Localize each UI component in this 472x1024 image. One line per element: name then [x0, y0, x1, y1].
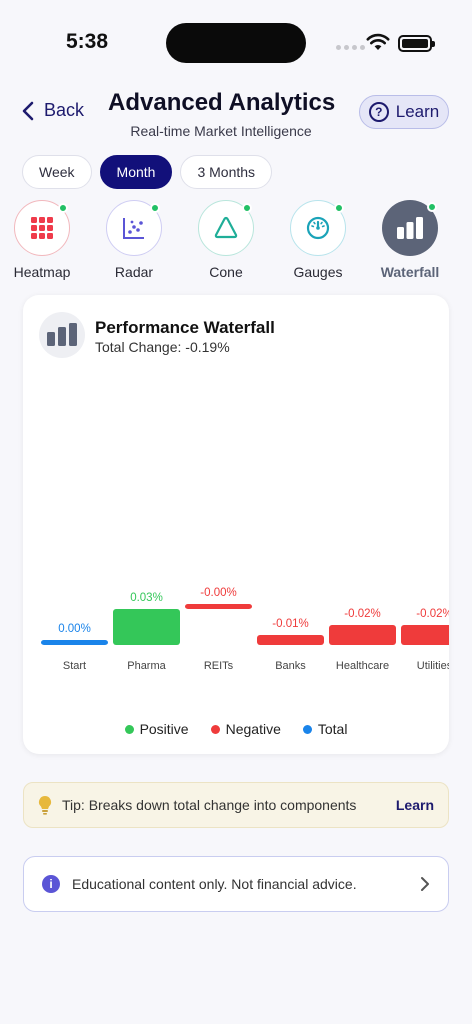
page-title: Advanced Analytics: [108, 89, 336, 116]
waterfall-bar-start[interactable]: [41, 640, 108, 645]
learn-button[interactable]: ? Learn: [359, 95, 449, 129]
page-subtitle: Real-time Market Intelligence: [130, 123, 312, 139]
card-icon: [39, 312, 85, 358]
waterfall-category-label: Banks: [275, 660, 306, 672]
online-dot: [58, 203, 68, 213]
battery-icon: [398, 35, 435, 52]
radar-button-circle: [106, 200, 162, 256]
waterfall-value-label: -0.01%: [272, 618, 308, 630]
chart-type-radar[interactable]: Radar: [92, 200, 176, 280]
waterfall-bar-pharma[interactable]: [113, 609, 180, 645]
wifi-icon: [366, 33, 390, 50]
online-dot: [427, 202, 437, 212]
learn-label: Learn: [395, 102, 440, 121]
gauge-icon: [306, 216, 330, 240]
chart-type-label: Waterfall: [380, 264, 440, 280]
waterfall-category-label: Healthcare: [336, 660, 389, 672]
chart-type-waterfall[interactable]: Waterfall: [368, 200, 452, 280]
disclaimer-row[interactable]: i Educational content only. Not financia…: [23, 856, 449, 912]
online-dot: [242, 203, 252, 213]
online-dot: [150, 203, 160, 213]
chevron-right-icon: [421, 877, 429, 891]
legend-label: Positive: [139, 721, 189, 737]
waterfall-category-label: Utilities: [417, 660, 449, 672]
status-time: 5:38: [66, 30, 109, 53]
waterfall-category-label: Pharma: [127, 660, 166, 672]
card-title: Performance Waterfall: [95, 318, 275, 337]
waterfall-card: Performance Waterfall Total Change: -0.1…: [23, 295, 449, 754]
chart-type-label: Cone: [209, 264, 243, 280]
page-header: Advanced Analytics Real-time Market Inte…: [108, 89, 336, 139]
scatter-icon: [123, 218, 144, 239]
heatmap-button-circle: [14, 200, 70, 256]
bar-chart-icon: [47, 323, 77, 346]
period-3-months[interactable]: 3 Months: [180, 155, 273, 189]
tip-text: Tip: Breaks down total change into compo…: [62, 797, 357, 813]
gauges-button-circle: [290, 200, 346, 256]
chart-type-cone[interactable]: Cone: [184, 200, 268, 280]
grid-icon: [31, 217, 53, 239]
status-bar: 5:38: [0, 0, 472, 80]
chart-type-label: Heatmap: [13, 264, 71, 280]
waterfall-bar-utilities[interactable]: [401, 625, 449, 645]
info-icon: i: [42, 875, 60, 893]
legend-label: Total: [317, 721, 348, 737]
waterfall-value-label: -0.02%: [416, 608, 449, 620]
chart-type-label: Gauges: [293, 264, 343, 280]
cellular-signal-icon: [336, 45, 365, 50]
tip-learn-link[interactable]: Learn: [395, 797, 434, 813]
period-month[interactable]: Month: [99, 155, 173, 189]
period-week[interactable]: Week: [22, 155, 92, 189]
waterfall-bar-reits[interactable]: [185, 604, 252, 609]
disclaimer-text: Educational content only. Not financial …: [72, 876, 357, 892]
back-button[interactable]: Back: [22, 100, 84, 121]
dynamic-island: [166, 23, 306, 63]
card-subtitle: Total Change: -0.19%: [95, 339, 230, 355]
legend-dot-positive: [124, 724, 134, 734]
legend-dot-total: [302, 724, 312, 734]
question-icon: ?: [368, 102, 389, 122]
chevron-left-icon: [22, 101, 34, 120]
waterfall-bar-healthcare[interactable]: [329, 625, 396, 645]
legend-label: Negative: [225, 721, 281, 737]
legend-item-negative: Negative: [210, 721, 281, 737]
legend-dot-negative: [210, 724, 220, 734]
waterfall-button-circle: [382, 200, 438, 256]
back-label: Back: [44, 100, 85, 120]
period-selector: Week Month 3 Months: [22, 155, 273, 189]
chart-type-selector: Heatmap Radar Cone: [0, 200, 472, 290]
bar-chart-icon: [397, 217, 423, 239]
waterfall-bar-banks[interactable]: [257, 635, 324, 645]
waterfall-value-label: 0.00%: [58, 623, 91, 635]
waterfall-value-label: -0.02%: [344, 608, 380, 620]
triangle-icon: [214, 216, 238, 239]
waterfall-value-label: -0.00%: [200, 587, 236, 599]
chart-legend: Positive Negative Total: [23, 721, 449, 737]
cone-button-circle: [198, 200, 254, 256]
tip-banner: Tip: Breaks down total change into compo…: [23, 782, 449, 828]
online-dot: [334, 203, 344, 213]
chart-type-heatmap[interactable]: Heatmap: [0, 200, 84, 280]
waterfall-category-label: REITs: [204, 660, 234, 672]
waterfall-chart: 0.00% Start 0.03% Pharma -0.00% REITs -0.01% Ba…: [41, 587, 449, 672]
chart-type-label: Radar: [114, 264, 154, 280]
legend-item-total: Total: [302, 721, 348, 737]
waterfall-category-label: Start: [63, 660, 86, 672]
chart-type-gauges[interactable]: Gauges: [276, 200, 360, 280]
lightbulb-icon: [38, 795, 52, 815]
legend-item-positive: Positive: [124, 721, 189, 737]
waterfall-value-label: 0.03%: [130, 592, 163, 604]
